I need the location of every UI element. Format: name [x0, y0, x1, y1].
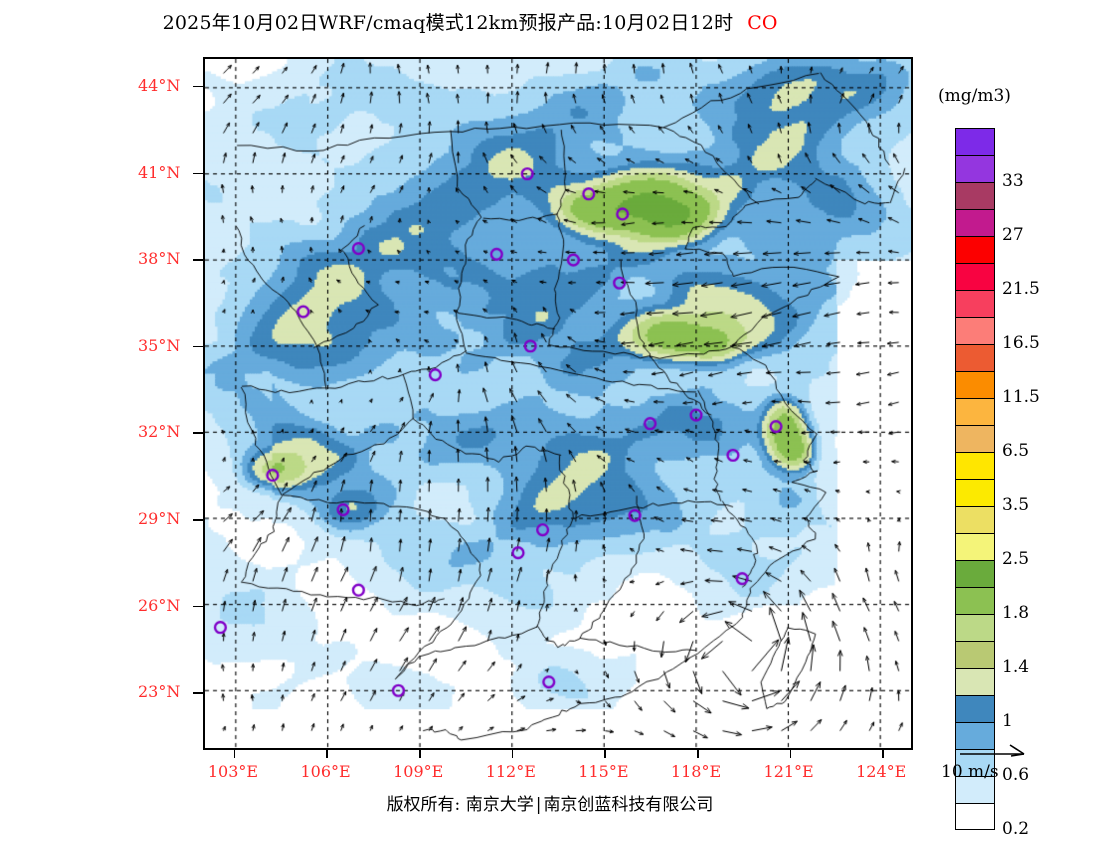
y-axis-tick	[193, 345, 203, 348]
x-axis-tick	[604, 750, 606, 758]
y-axis-tick-label: 23°N	[138, 682, 181, 702]
colorbar-tick-label: 0.2	[1002, 819, 1030, 839]
y-axis-tick	[193, 172, 203, 175]
x-axis-tick-label: 115°E	[578, 762, 629, 781]
colorbar-cell	[955, 506, 995, 533]
colorbar-tick-label: 2.5	[1002, 549, 1030, 569]
colorbar-cell	[955, 776, 995, 803]
y-axis-tick	[193, 692, 203, 694]
colorbar-cell	[955, 560, 995, 587]
x-axis-tick-label: 118°E	[670, 762, 722, 781]
colorbar-cell	[955, 371, 995, 398]
colorbar-cell	[955, 155, 995, 182]
x-axis-tick	[326, 750, 329, 758]
colorbar-cell	[955, 290, 995, 317]
x-axis-tick-label: 106°E	[300, 762, 351, 781]
wind-scale-arrow-icon	[960, 744, 1025, 757]
colorbar-tick-label: 27	[1002, 225, 1024, 245]
colorbar-tick-label: 11.5	[1002, 387, 1040, 407]
colorbar-cell	[955, 695, 995, 722]
page-title: 2025年10月02日WRF/cmaq模式12km预报产品:10月02日12时 C…	[0, 8, 940, 35]
colorbar-cell	[955, 668, 995, 695]
colorbar-cell	[955, 128, 995, 155]
x-axis-tick-label: 103°E	[207, 762, 259, 781]
map-plot-area[interactable]	[203, 57, 913, 750]
colorbar-tick-label: 33	[1002, 171, 1024, 191]
y-axis-tick-label: 26°N	[138, 595, 181, 615]
x-axis-tick	[419, 750, 421, 758]
y-axis-tick-label: 35°N	[138, 335, 181, 355]
copyright-footer: 版权所有: 南京大学 | 南京创蓝科技有限公司	[0, 790, 1100, 815]
colorbar-cell	[955, 263, 995, 290]
x-axis-tick-label: 109°E	[393, 762, 444, 781]
co-concentration-map[interactable]	[205, 59, 911, 748]
y-axis-tick	[193, 85, 203, 88]
colorbar-cell	[955, 722, 995, 749]
colorbar-cell	[955, 425, 995, 452]
colorbar-tick-label: 3.5	[1002, 495, 1030, 515]
x-axis-tick	[882, 750, 884, 758]
colorbar-tick-label: 1.4	[1002, 657, 1030, 677]
y-axis-tick-label: 44°N	[138, 75, 181, 95]
x-axis-tick	[511, 750, 514, 758]
colorbar-cell	[955, 236, 995, 263]
y-axis-tick	[193, 519, 203, 521]
copyright-text: 版权所有: 南京大学	[386, 795, 534, 815]
colorbar-cell	[955, 587, 995, 614]
y-axis-tick-label: 32°N	[138, 422, 181, 442]
colorbar-cell	[955, 209, 995, 236]
colorbar-cell	[955, 452, 995, 479]
x-axis-tick	[789, 750, 792, 758]
y-axis-tick	[193, 259, 203, 261]
wind-scale-label: 10 m/s	[941, 762, 999, 782]
colorbar-tick-label: 21.5	[1002, 279, 1040, 299]
colorbar-cell	[955, 614, 995, 641]
title-text: 2025年10月02日WRF/cmaq模式12km预报产品:10月02日12时	[162, 12, 734, 34]
colorbar-cell	[955, 533, 995, 560]
colorbar-cell	[955, 344, 995, 371]
x-axis-tick-label: 112°E	[485, 762, 536, 781]
colorbar-units-label: (mg/m3)	[938, 86, 1011, 106]
colorbar-tick-label: 1	[1002, 711, 1013, 731]
colorbar-cell	[955, 317, 995, 344]
x-axis-tick	[696, 750, 699, 758]
colorbar-tick-label: 6.5	[1002, 441, 1030, 461]
colorbar-tick-label: 1.8	[1002, 603, 1030, 623]
y-axis-tick	[193, 605, 203, 608]
x-axis-tick	[233, 750, 236, 758]
colorbar-cell	[955, 398, 995, 425]
colorbar-cell	[955, 182, 995, 209]
title-species-label: CO	[747, 12, 778, 34]
x-axis-tick-label: 124°E	[856, 762, 907, 781]
colorbar-cell	[955, 479, 995, 506]
footer-separator: |	[535, 795, 542, 815]
y-axis-tick-label: 29°N	[138, 509, 181, 528]
colorbar-tick-label: 0.6	[1002, 765, 1030, 785]
colorbar[interactable]	[955, 128, 995, 830]
colorbar-cell	[955, 641, 995, 668]
y-axis-tick	[193, 432, 203, 434]
colorbar-tick-label: 16.5	[1002, 333, 1040, 353]
y-axis-tick-label: 41°N	[138, 162, 181, 182]
company-name: 南京创蓝科技有限公司	[543, 795, 714, 815]
y-axis-tick-label: 38°N	[138, 249, 181, 269]
colorbar-cell	[955, 803, 995, 830]
x-axis-tick-label: 121°E	[763, 762, 814, 781]
